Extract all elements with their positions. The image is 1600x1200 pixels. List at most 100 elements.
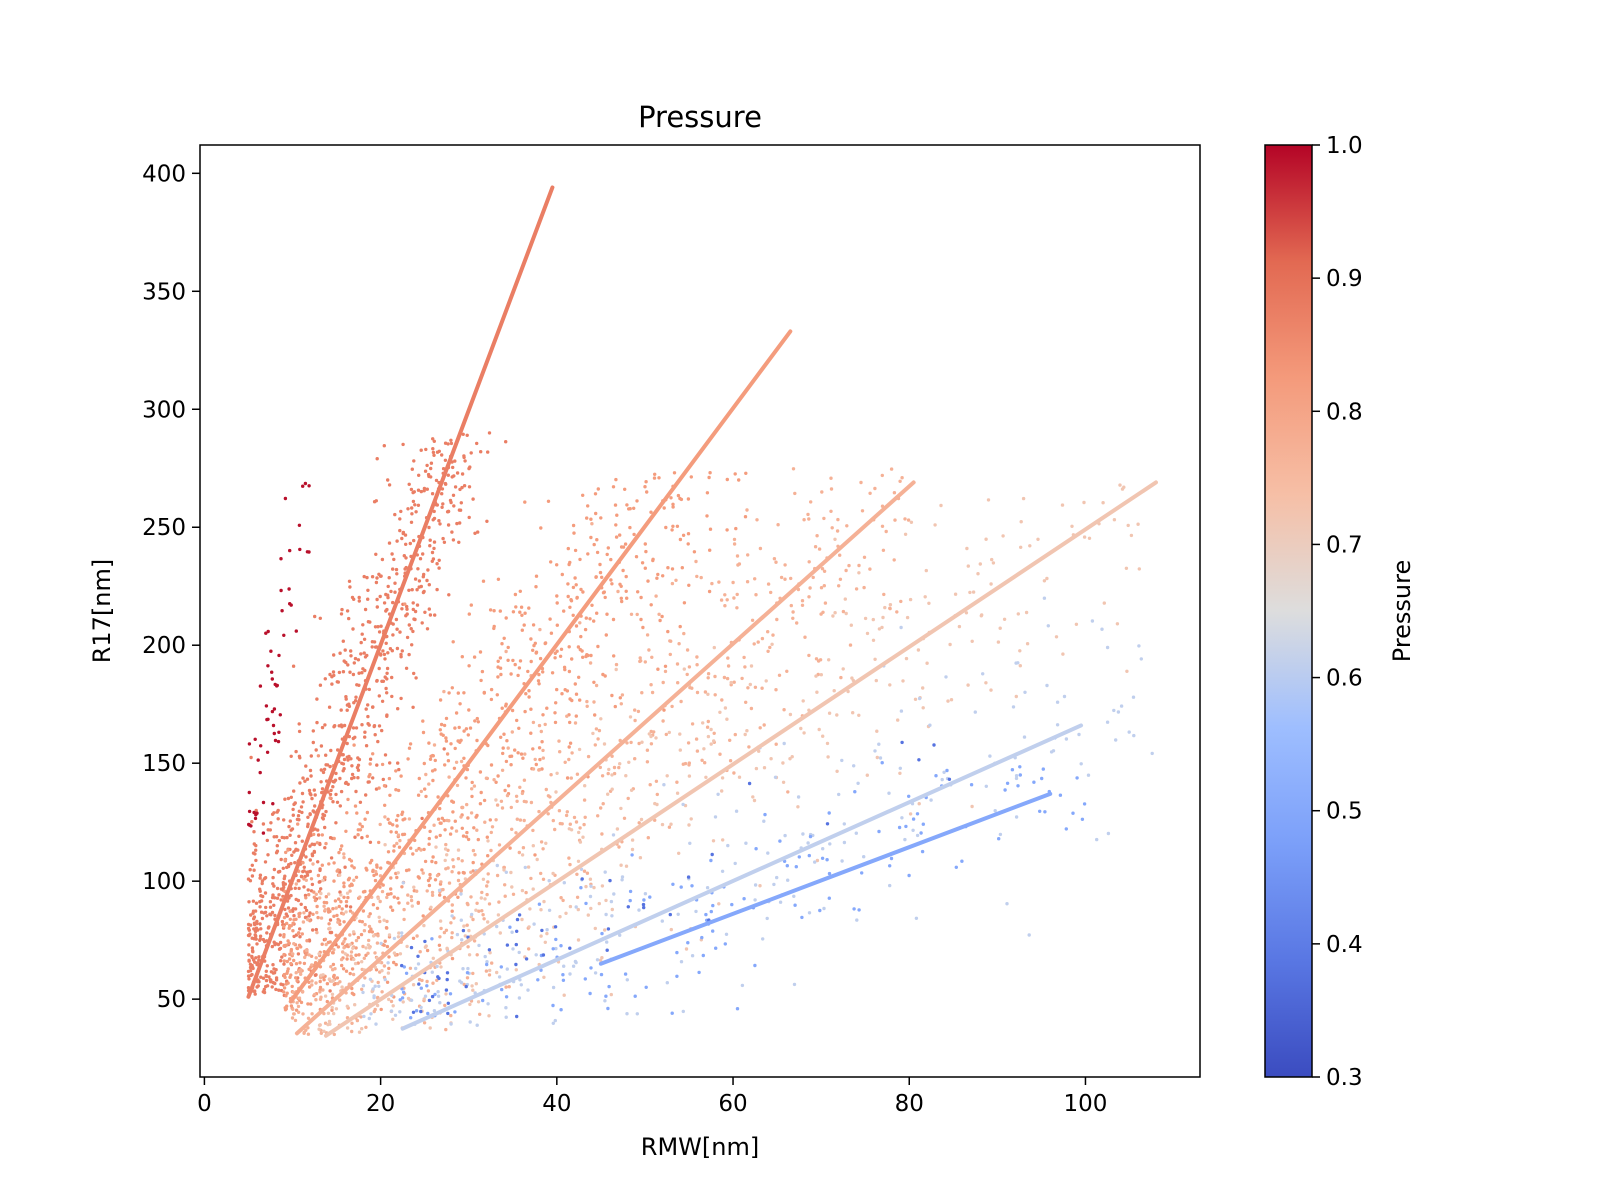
- scatter-point: [419, 986, 423, 990]
- scatter-point: [1028, 544, 1032, 548]
- scatter-point: [590, 522, 594, 526]
- scatter-point: [389, 876, 393, 880]
- scatter-point: [402, 917, 406, 922]
- scatter-point: [430, 559, 434, 563]
- scatter-point: [504, 870, 508, 874]
- scatter-point: [438, 893, 442, 897]
- scatter-point: [409, 487, 414, 492]
- scatter-point: [529, 637, 533, 641]
- scatter-point: [489, 697, 494, 702]
- scatter-point: [933, 523, 937, 527]
- scatter-point: [430, 893, 435, 897]
- scatter-point: [389, 589, 393, 594]
- scatter-point: [469, 451, 473, 455]
- scatter-point: [877, 829, 881, 834]
- scatter-point: [358, 895, 362, 899]
- scatter-point: [392, 951, 397, 955]
- scatter-point: [616, 589, 620, 594]
- scatter-point: [584, 884, 588, 889]
- scatter-point: [336, 868, 340, 872]
- scatter-point: [1019, 520, 1023, 524]
- scatter-point: [510, 730, 514, 734]
- scatter-point: [575, 872, 579, 876]
- scatter-point: [344, 697, 348, 701]
- scatter-point: [304, 764, 308, 768]
- scatter-point: [699, 575, 703, 580]
- scatter-point: [431, 437, 435, 441]
- scatter-point: [1112, 518, 1117, 522]
- y-tick-label: 250: [142, 515, 186, 541]
- scatter-point: [903, 837, 907, 842]
- scatter-point: [695, 655, 699, 659]
- scatter-point: [1075, 776, 1079, 780]
- scatter-point: [351, 627, 355, 631]
- scatter-point: [569, 776, 573, 780]
- scatter-point: [531, 887, 535, 891]
- scatter-point: [555, 687, 559, 692]
- scatter-point: [345, 755, 349, 759]
- scatter-point: [543, 722, 547, 727]
- scatter-point: [334, 1007, 339, 1011]
- scatter-point: [304, 953, 308, 957]
- scatter-point: [393, 590, 397, 594]
- scatter-point: [677, 642, 681, 646]
- scatter-point: [269, 821, 273, 825]
- scatter-point: [351, 911, 355, 915]
- scatter-point: [854, 831, 858, 835]
- colorbar-tick-label: 0.6: [1326, 666, 1363, 692]
- scatter-point: [811, 575, 815, 580]
- scatter-point: [458, 521, 462, 525]
- scatter-point: [405, 604, 409, 609]
- scatter-point: [426, 878, 431, 883]
- scatter-point: [1018, 664, 1022, 668]
- scatter-point: [447, 819, 451, 823]
- scatter-point: [423, 610, 427, 614]
- scatter-point: [354, 875, 359, 879]
- scatter-point: [359, 1015, 363, 1019]
- scatter-point: [670, 704, 674, 709]
- scatter-point: [652, 476, 657, 480]
- scatter-point: [417, 982, 421, 986]
- scatter-point: [515, 929, 519, 933]
- scatter-point: [679, 885, 683, 889]
- scatter-point: [865, 631, 870, 636]
- scatter-point: [282, 885, 286, 890]
- scatter-point: [827, 896, 831, 900]
- scatter-point: [250, 946, 255, 950]
- scatter-point: [498, 931, 502, 935]
- scatter-point: [264, 704, 269, 708]
- scatter-point: [721, 838, 725, 842]
- scatter-point: [258, 887, 262, 891]
- scatter-point: [301, 484, 305, 488]
- scatter-point: [350, 1021, 354, 1025]
- scatter-point: [893, 518, 897, 522]
- scatter-point: [439, 821, 443, 825]
- scatter-point: [589, 906, 593, 911]
- scatter-point: [360, 824, 364, 829]
- scatter-point: [917, 802, 921, 806]
- scatter-point: [686, 532, 691, 536]
- scatter-point: [827, 711, 832, 715]
- scatter-point: [409, 895, 413, 899]
- scatter-point: [263, 891, 268, 895]
- scatter-point: [287, 941, 291, 945]
- scatter-point: [248, 868, 252, 872]
- scatter-point: [345, 1004, 349, 1008]
- scatter-point: [365, 810, 370, 815]
- scatter-point: [675, 780, 679, 784]
- scatter-point: [1055, 700, 1060, 704]
- scatter-point: [880, 473, 884, 478]
- scatter-point: [459, 815, 463, 819]
- scatter-point: [454, 760, 459, 764]
- scatter-point: [623, 542, 628, 546]
- scatter-point: [509, 805, 513, 810]
- scatter-point: [1042, 579, 1047, 583]
- scatter-point: [314, 748, 318, 752]
- scatter-point: [445, 946, 449, 950]
- scatter-point: [814, 674, 818, 678]
- scatter-point: [386, 478, 390, 482]
- scatter-point: [371, 934, 376, 938]
- scatter-point: [324, 942, 328, 947]
- scatter-point: [383, 843, 387, 847]
- scatter-point: [386, 961, 390, 965]
